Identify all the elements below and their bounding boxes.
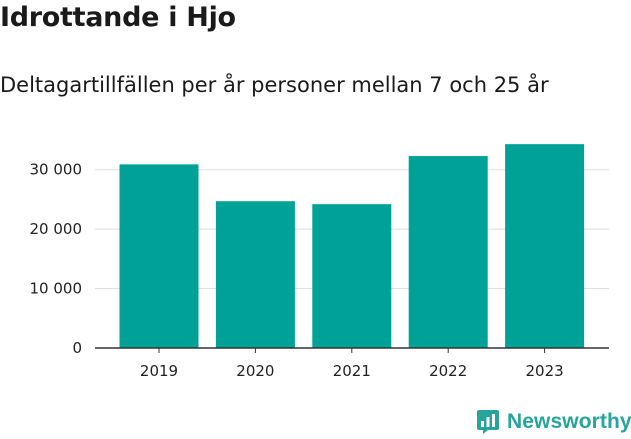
y-tick-label: 20 000 — [30, 220, 83, 238]
bar-2020 — [215, 201, 295, 348]
chart-title: Idrottande i Hjo — [0, 2, 236, 33]
x-tick-label: 2022 — [429, 362, 467, 380]
y-tick-label: 0 — [72, 339, 82, 357]
bar-2021 — [312, 204, 392, 348]
bar-2023 — [505, 144, 585, 348]
y-tick-label: 30 000 — [30, 161, 83, 179]
bar-chart-speech-icon — [477, 410, 499, 434]
x-tick-label: 2019 — [140, 362, 178, 380]
bar-2019 — [119, 164, 199, 348]
x-tick-label: 2020 — [236, 362, 274, 380]
x-tick-label: 2021 — [333, 362, 371, 380]
chart-subtitle: Deltagartillfällen per år personer mella… — [0, 73, 549, 97]
brand-name: Newsworthy — [507, 410, 631, 433]
axes: 0 10 000 20 000 30 000 2019 2020 2021 2022 2023 — [30, 161, 609, 380]
x-tick-label: 2023 — [526, 362, 564, 380]
bar-2022 — [408, 156, 488, 348]
y-tick-label: 10 000 — [30, 280, 83, 298]
bars — [119, 144, 585, 348]
newsworthy-logo: Newsworthy — [476, 407, 631, 437]
